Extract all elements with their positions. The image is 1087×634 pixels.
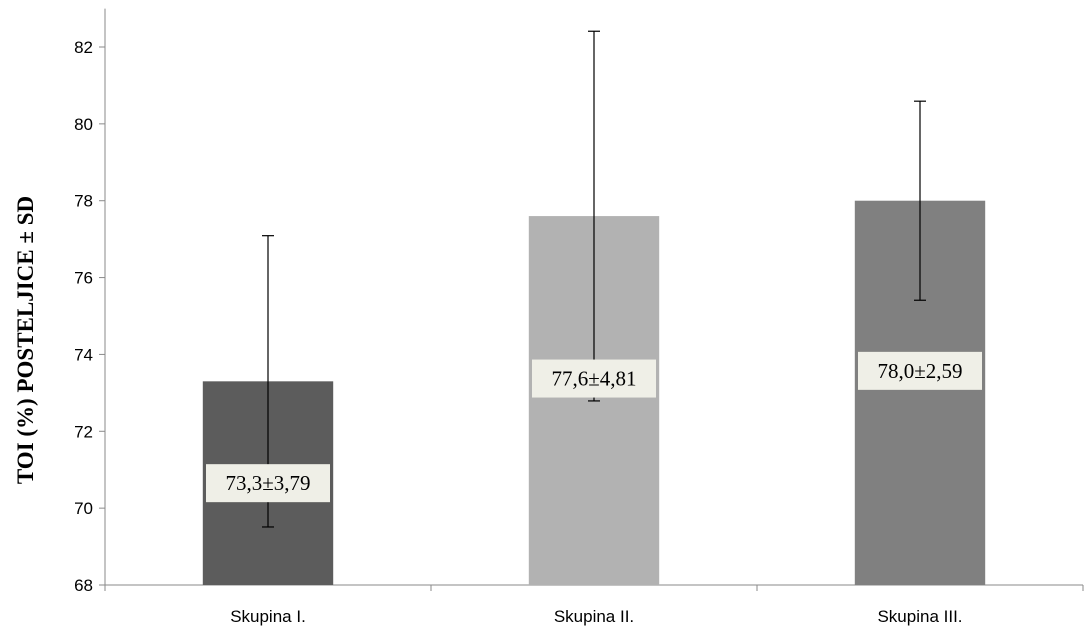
y-tick-label: 70 — [74, 499, 93, 518]
y-tick-label: 72 — [74, 422, 93, 441]
data-label-box — [206, 464, 330, 503]
y-tick-label: 76 — [74, 269, 93, 288]
data-label-box — [858, 351, 982, 390]
data-label-box — [532, 359, 656, 398]
y-tick-label: 82 — [74, 38, 93, 57]
y-tick-label: 78 — [74, 192, 93, 211]
data-label: 73,3±3,79 — [225, 471, 310, 495]
x-tick-label: Skupina II. — [554, 607, 634, 626]
x-tick-label: Skupina III. — [877, 607, 962, 626]
axes: 68 70 72 74 76 78 80 82 Skupina I. Skupina II. Sku… — [74, 8, 1084, 626]
x-tick-label: Skupina I. — [230, 607, 306, 626]
y-axis-label: TOI (%) POSTELJICE ± SD — [13, 196, 38, 484]
y-tick-label: 68 — [74, 576, 93, 595]
data-labels: 73,3±3,79 77,6±4,81 78,0±2,59 — [206, 351, 982, 503]
y-tick-label: 74 — [74, 345, 93, 364]
data-label: 78,0±2,59 — [877, 359, 962, 383]
y-tick-label: 80 — [74, 115, 93, 134]
data-label: 77,6±4,81 — [551, 367, 636, 391]
